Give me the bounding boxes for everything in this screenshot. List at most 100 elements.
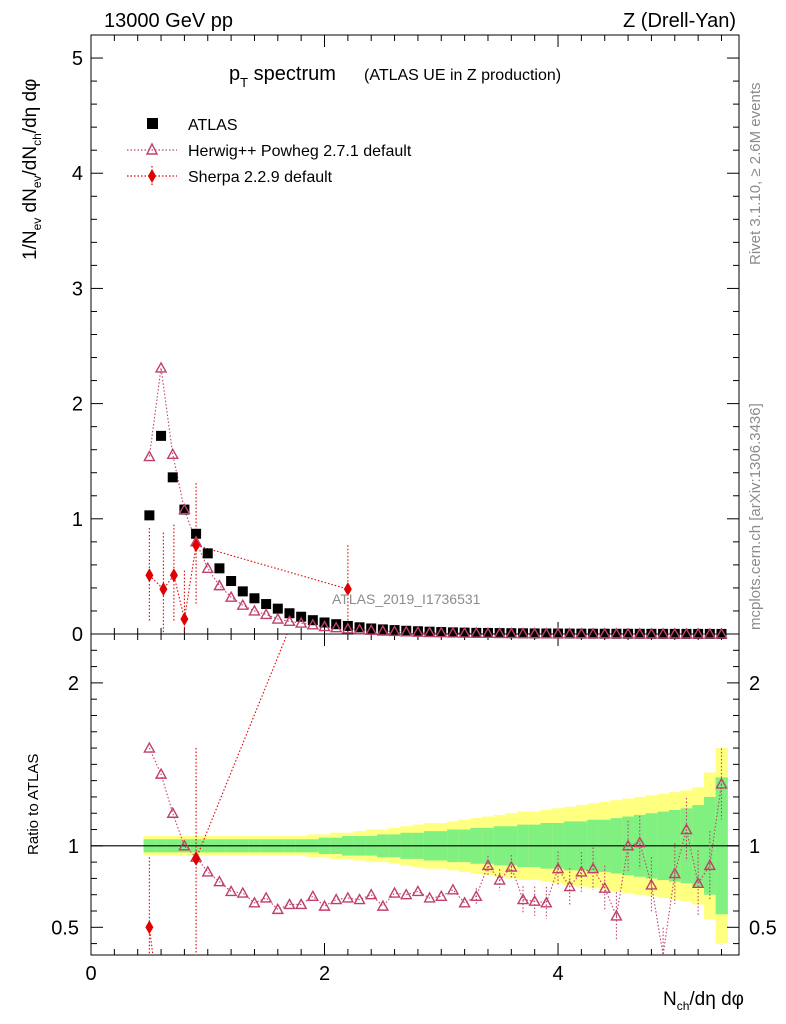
herwig-ratio-point bbox=[575, 865, 588, 877]
herwig-main-point bbox=[306, 618, 320, 630]
plot-title: pT spectrum bbox=[229, 63, 336, 90]
herwig-ratio-point bbox=[610, 909, 623, 921]
atlas-data-point bbox=[518, 628, 528, 639]
herwig-ratio-point bbox=[329, 893, 343, 905]
herwig-ratio-point bbox=[621, 839, 635, 851]
herwig-main-point bbox=[271, 612, 285, 624]
data-layer bbox=[143, 361, 728, 956]
atlas-data-point bbox=[284, 608, 295, 619]
atlas-data-point bbox=[249, 593, 260, 604]
herwig-ratio-point bbox=[668, 867, 681, 879]
herwig-ratio-point bbox=[213, 875, 226, 887]
herwig-ratio-point bbox=[493, 873, 506, 885]
atlas-data-point bbox=[471, 627, 482, 638]
herwig-main-point bbox=[283, 614, 296, 627]
herwig-main-point bbox=[563, 627, 576, 639]
herwig-ratio-point bbox=[236, 886, 249, 898]
herwig-main-point bbox=[481, 626, 495, 639]
herwig-ratio-point bbox=[411, 885, 425, 897]
herwig-ratio-point bbox=[633, 836, 646, 848]
herwig-main-point bbox=[329, 621, 343, 633]
main-y-tick-label: 3 bbox=[72, 278, 83, 300]
atlas-data-point bbox=[354, 622, 365, 633]
atlas-data-point bbox=[599, 628, 610, 639]
herwig-main-point bbox=[703, 627, 717, 639]
atlas-data-point bbox=[412, 626, 423, 637]
herwig-ratio-point bbox=[353, 893, 366, 905]
herwig-main-point bbox=[423, 626, 436, 638]
atlas-data-point bbox=[459, 627, 470, 638]
plot-title-small: (ATLAS UE in Z production) bbox=[364, 67, 561, 84]
plot-title-p: p bbox=[229, 63, 240, 85]
herwig-ratio-point bbox=[318, 899, 331, 911]
herwig-main-point bbox=[715, 627, 728, 639]
herwig-main-point bbox=[586, 627, 600, 639]
herwig-ratio-point bbox=[341, 891, 355, 903]
atlas-data-point bbox=[191, 528, 202, 539]
herwig-main-point bbox=[680, 627, 693, 639]
herwig-ratio-point bbox=[680, 823, 693, 835]
herwig-ratio-point bbox=[388, 886, 401, 898]
ratio-panel-frame bbox=[90, 633, 740, 956]
atlas-data-point bbox=[226, 576, 237, 587]
herwig-ratio-point bbox=[691, 876, 705, 889]
herwig-ratio-point bbox=[586, 862, 600, 874]
herwig-ratio-point bbox=[294, 898, 308, 910]
herwig-ratio-point bbox=[481, 858, 495, 871]
sherpa-main-point bbox=[169, 568, 178, 583]
herwig-ratio-point bbox=[470, 889, 483, 902]
atlas-data-point bbox=[401, 625, 412, 636]
header-right: Z (Drell-Yan) bbox=[623, 10, 736, 32]
herwig-main-point bbox=[505, 627, 518, 639]
sherpa-main-point bbox=[180, 612, 189, 627]
herwig-main-point bbox=[458, 626, 471, 638]
herwig-main-point bbox=[400, 625, 413, 637]
herwig-ratio-point bbox=[528, 894, 541, 906]
ratio-y-tick-label: 0.5 bbox=[51, 917, 79, 939]
atlas-data-point bbox=[704, 628, 715, 639]
sherpa-main-point bbox=[159, 582, 168, 597]
herwig-main-point bbox=[621, 627, 635, 639]
herwig-ratio-point bbox=[505, 860, 518, 872]
herwig-main-point bbox=[540, 627, 553, 639]
herwig-ratio-point bbox=[224, 885, 238, 897]
herwig-main-point bbox=[598, 627, 611, 639]
main-y-tick-label: 4 bbox=[72, 163, 83, 185]
herwig-ratio-point bbox=[435, 889, 448, 902]
herwig-ratio-point bbox=[166, 806, 179, 818]
herwig-ratio-point bbox=[376, 899, 390, 911]
analysis-watermark: ATLAS_2019_I1736531 bbox=[332, 591, 481, 607]
legend-marker-atlas bbox=[147, 118, 158, 129]
atlas-data-point bbox=[261, 599, 272, 610]
herwig-ratio-point bbox=[178, 839, 191, 851]
herwig-main-point bbox=[435, 626, 448, 638]
herwig-ratio-point bbox=[540, 896, 553, 908]
ratio-y-tick-label-right: 1 bbox=[749, 836, 760, 858]
atlas-data-point bbox=[634, 628, 645, 639]
atlas-data-point bbox=[214, 563, 225, 574]
atlas-data-point bbox=[342, 620, 353, 631]
legend-label-sherpa: Sherpa 2.2.9 default bbox=[188, 169, 333, 186]
sherpa-main-point bbox=[343, 582, 352, 597]
ratio-y-tick-label: 1 bbox=[68, 836, 79, 858]
herwig-main-point bbox=[493, 626, 506, 639]
x-tick-label: 4 bbox=[552, 963, 563, 985]
main-y-tick-label: 5 bbox=[72, 48, 83, 70]
ratio-uncertainty-bands bbox=[91, 748, 739, 944]
herwig-ratio-point bbox=[563, 880, 576, 892]
herwig-ratio-point bbox=[703, 858, 717, 871]
atlas-data-point bbox=[553, 628, 564, 639]
herwig-main-point bbox=[294, 616, 308, 628]
herwig-main-point bbox=[528, 627, 541, 639]
herwig-main-point bbox=[341, 622, 355, 634]
ratio-y-axis-label: Ratio to ATLAS bbox=[25, 754, 42, 855]
atlas-data-point bbox=[331, 619, 342, 630]
herwig-main-point bbox=[610, 627, 623, 639]
herwig-ratio-point bbox=[423, 891, 436, 903]
herwig-main-point bbox=[633, 627, 646, 639]
herwig-ratio-point bbox=[715, 777, 728, 789]
ratio-y-tick-label: 2 bbox=[68, 673, 79, 695]
herwig-main-point bbox=[446, 626, 460, 638]
herwig-ratio-point bbox=[400, 888, 413, 900]
